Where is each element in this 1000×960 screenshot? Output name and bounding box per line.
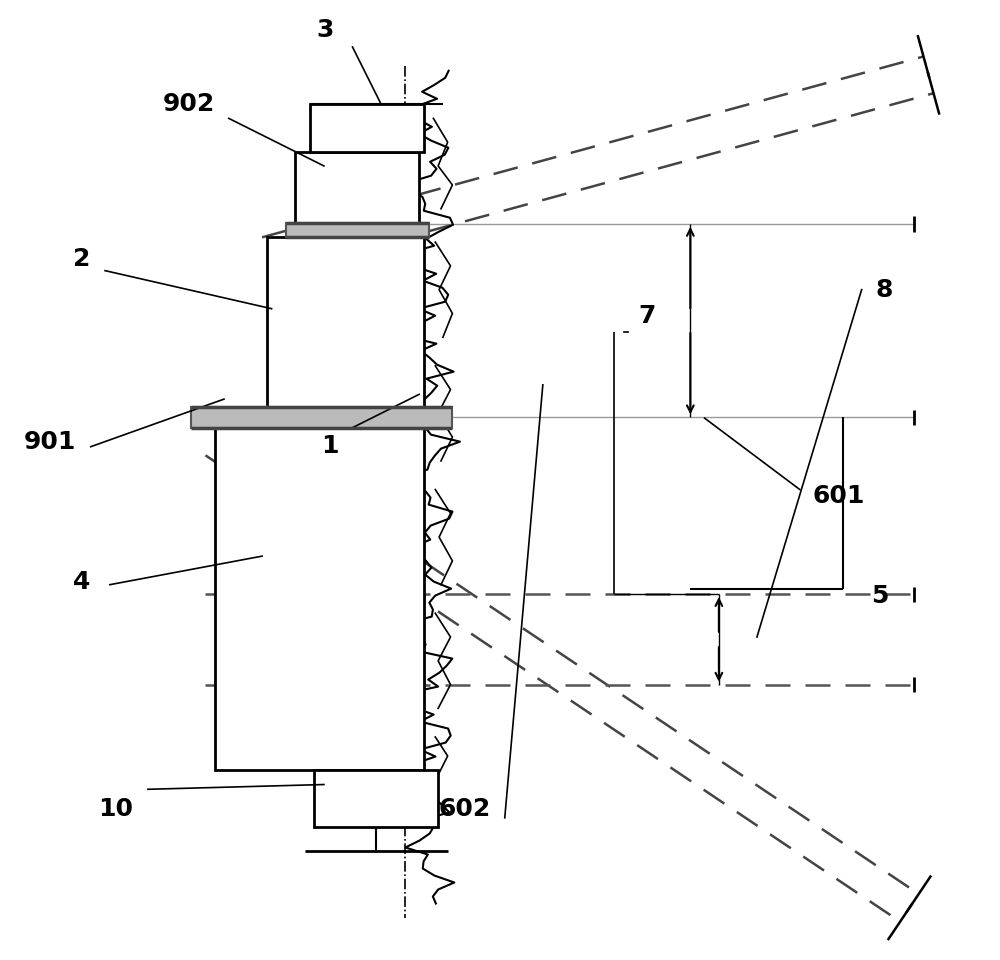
Text: 5: 5 xyxy=(871,584,889,608)
Text: 8: 8 xyxy=(876,277,893,301)
Text: 3: 3 xyxy=(316,18,333,42)
Text: 902: 902 xyxy=(162,91,215,115)
Bar xyxy=(191,407,452,427)
Text: 2: 2 xyxy=(73,247,91,271)
Bar xyxy=(314,770,438,828)
Text: 10: 10 xyxy=(99,797,134,821)
Bar xyxy=(267,237,424,427)
Text: 602: 602 xyxy=(438,797,490,821)
Text: 901: 901 xyxy=(24,430,77,454)
Bar xyxy=(286,223,429,237)
Bar xyxy=(310,104,424,152)
Text: 4: 4 xyxy=(73,570,91,594)
Bar xyxy=(215,427,424,770)
Text: 7: 7 xyxy=(638,303,655,327)
Text: 601: 601 xyxy=(812,484,865,508)
Text: 1: 1 xyxy=(321,434,338,458)
Bar xyxy=(295,152,419,237)
